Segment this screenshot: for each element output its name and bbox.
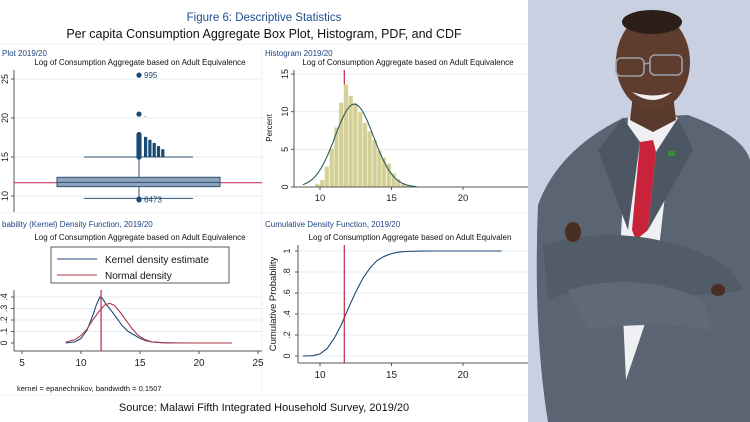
hist-y-tick-label: 0 xyxy=(280,184,290,189)
lapel-right xyxy=(648,118,693,230)
box-plot-title: Log of Consumption Aggregate based on Ad… xyxy=(34,58,246,67)
cdf-y-tick-label: 1 xyxy=(282,248,292,253)
cdf-y-tick-label: .8 xyxy=(282,268,292,276)
box-outlier-label: 6473 xyxy=(144,196,162,205)
kde-x-tick-label: 10 xyxy=(75,358,87,369)
cdf-y-tick-label: .2 xyxy=(282,331,292,339)
hist-title: Log of Consumption Aggregate based on Ad… xyxy=(302,58,514,67)
kde-title: Log of Consumption Aggregate based on Ad… xyxy=(34,233,246,242)
kde-note: kernel = epanechnikov, bandwidth = 0.150… xyxy=(17,384,162,393)
head xyxy=(616,14,690,110)
box-outlier-label: 6463 xyxy=(144,133,158,139)
box-outlier xyxy=(136,196,142,202)
figure-title: Figure 6: Descriptive Statistics xyxy=(187,12,342,24)
box-y-tick-label: 10 xyxy=(0,191,10,201)
glasses-lens-left xyxy=(615,57,645,77)
hist-x-tick-label: 20 xyxy=(458,193,469,204)
portrait-photo xyxy=(528,0,750,422)
hist-y-tick-label: 5 xyxy=(280,147,290,152)
kde-x-tick-label: 15 xyxy=(134,358,146,369)
hist-bar xyxy=(377,150,382,188)
cdf-panel: Cumulative Density Function, 2019/20 Log… xyxy=(265,220,528,381)
lapel-left xyxy=(598,118,640,230)
kde-x-tick-label: 20 xyxy=(193,358,205,369)
hist-bar xyxy=(372,140,377,188)
hist-normal-curve xyxy=(302,103,417,188)
kde-y-tick-label: .3 xyxy=(0,305,9,313)
legend-kde-label: Kernel density estimate xyxy=(105,255,209,266)
glasses xyxy=(615,54,683,77)
hist-bar xyxy=(362,122,368,188)
hist-panel-title: Histogram 2019/20 xyxy=(265,49,333,58)
cdf-ylabel: Cumulative Probability xyxy=(268,256,279,351)
box-panel-title: Plot 2019/20 xyxy=(2,49,47,58)
hist-bar xyxy=(353,103,358,188)
box-plot-panel: Plot 2019/20 Log of Consumption Aggregat… xyxy=(0,49,262,212)
hist-bar xyxy=(367,131,372,188)
hist-bar xyxy=(338,102,344,188)
box-outlier-label-column xyxy=(156,146,161,157)
box-outlier-label: . xyxy=(144,110,146,119)
cdf-series xyxy=(302,250,502,357)
cdf-y-tick-label: .4 xyxy=(282,310,292,318)
hist-bar xyxy=(319,180,325,188)
hist-y-tick-label: 15 xyxy=(280,69,290,79)
cdf-title: Log of Consumption Aggregate based on Ad… xyxy=(309,233,512,242)
smile xyxy=(632,92,672,100)
kde-y-tick-label: 0 xyxy=(0,340,9,345)
portrait-illustration xyxy=(528,0,750,422)
kde-panel-title: bability (Kernel) Density Function, 2019… xyxy=(2,220,153,229)
crossed-arms xyxy=(543,235,743,300)
kde-y-tick-label: .2 xyxy=(0,316,9,324)
forearm xyxy=(568,282,713,330)
glasses-bridge xyxy=(643,62,651,65)
hand-left xyxy=(565,222,581,242)
figure-svg: Figure 6: Descriptive Statistics Per cap… xyxy=(0,12,528,414)
figure-panel: Figure 6: Descriptive Statistics Per cap… xyxy=(0,12,528,414)
cdf-x-tick-label: 15 xyxy=(386,370,398,381)
figure-source: Source: Malawi Fifth Integrated Househol… xyxy=(119,402,409,414)
kde-legend-box xyxy=(50,246,230,284)
figure-subtitle: Per capita Consumption Aggregate Box Plo… xyxy=(66,27,462,41)
kde-series-normal xyxy=(65,302,232,344)
kde-y-tick-label: .1 xyxy=(0,328,9,336)
kde-x-tick-label: 25 xyxy=(252,358,264,369)
hist-bar xyxy=(329,148,334,188)
box-y-tick-label: 25 xyxy=(0,74,10,84)
box-outlier xyxy=(136,72,142,78)
hand-right xyxy=(711,284,725,296)
legend-normal-label: Normal density xyxy=(105,271,172,282)
hist-y-tick-label: 10 xyxy=(280,107,290,117)
hist-bar xyxy=(324,166,330,188)
lapel-pin xyxy=(668,151,675,156)
box-outlier-label-column xyxy=(148,139,152,157)
hist-bar xyxy=(343,84,349,188)
box-outlier-label-column xyxy=(152,142,156,157)
box-outlier-label: 995 xyxy=(144,71,158,80)
kde-y-tick-label: .4 xyxy=(0,293,9,301)
hist-bar xyxy=(348,95,353,188)
hist-bar xyxy=(357,112,363,188)
cdf-panel-title: Cumulative Density Function, 2019/20 xyxy=(265,220,401,229)
kde-legend: Kernel density estimate Normal density xyxy=(50,246,230,284)
cdf-x-tick-label: 20 xyxy=(457,370,469,381)
kde-panel: bability (Kernel) Density Function, 2019… xyxy=(0,220,264,393)
hist-x-tick-label: 10 xyxy=(315,193,326,204)
box-outlier xyxy=(136,131,142,138)
cdf-y-tick-label: .6 xyxy=(282,289,292,297)
box-outlier-label-column xyxy=(144,136,148,157)
hist-ylabel: Percent xyxy=(265,113,274,141)
tie xyxy=(632,140,656,240)
histogram-panel: Histogram 2019/20 Log of Consumption Agg… xyxy=(265,49,528,204)
hair xyxy=(622,10,682,34)
box-outlier xyxy=(136,111,142,117)
kde-x-tick-label: 5 xyxy=(19,358,25,369)
box-y-tick-label: 15 xyxy=(0,152,10,162)
cdf-y-tick-label: 0 xyxy=(282,353,292,358)
cdf-x-tick-label: 10 xyxy=(314,370,326,381)
hist-x-tick-label: 15 xyxy=(386,193,397,204)
box-y-tick-label: 20 xyxy=(0,113,10,123)
glasses-lens-right xyxy=(649,54,683,76)
box-outlier-label-column xyxy=(161,149,165,157)
